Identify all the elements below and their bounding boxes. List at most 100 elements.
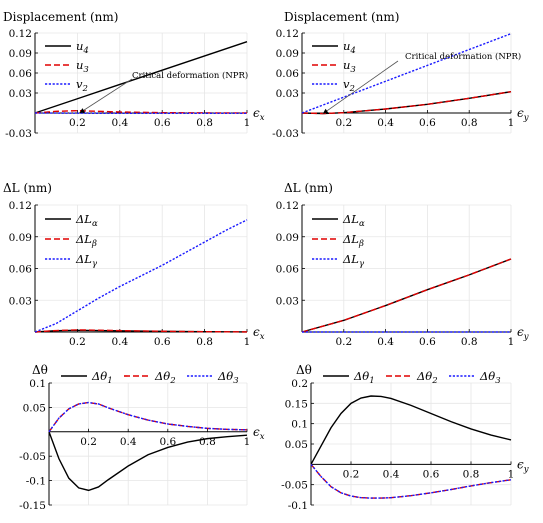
- series-line-ΔLβ: [34, 329, 248, 333]
- x-tick-label: 1: [244, 117, 251, 129]
- y-tick-label: 0.15: [285, 398, 308, 410]
- x-tick-label: 0.6: [154, 117, 171, 129]
- legend-label-Δθ2: Δθ2: [154, 369, 176, 386]
- grid: [302, 204, 512, 332]
- legend-label-Δθ1: Δθ1: [353, 369, 375, 386]
- series-line-Δθ3: [48, 401, 248, 433]
- legend-label-u3: u3: [76, 58, 89, 75]
- series-group: [48, 401, 248, 492]
- legend: u4 u3 v2: [312, 39, 356, 94]
- x-tick-label: 0.8: [463, 468, 480, 480]
- y-tick-label: 0.1: [291, 419, 308, 431]
- annotation-label: Critical deformation (NPR): [132, 70, 248, 81]
- x-tick-label: 0.6: [154, 336, 171, 348]
- legend-label-ΔLγ: ΔLγ: [75, 252, 98, 269]
- x-axis-label: ϵy: [517, 457, 529, 474]
- x-tick-label: 0.8: [196, 117, 213, 129]
- x-tick-label: 0.6: [419, 336, 436, 348]
- x-tick-label: 0.2: [343, 468, 360, 480]
- chart-panel-3: 0.2 0.4 0.6 0.8 1 0.12 0.09 0.06 0.03 ϵx ΔL (nm) ΔL…: [3, 181, 265, 348]
- panel-title: ΔL (nm): [3, 181, 52, 195]
- chart-panel-6: 0.2 0.4 0.6 0.8 1 0.2 0.15 0.1 0.05 -0.05 -0.1 ϵy Δθ…: [281, 363, 529, 512]
- y-tick-label: 0.09: [276, 48, 299, 60]
- series-line-Δθ2: [48, 401, 248, 433]
- legend: ΔLα ΔLβ ΔLγ: [312, 212, 365, 269]
- x-tick-label: 0.2: [69, 117, 86, 129]
- x-tick-label: 0.4: [377, 336, 394, 348]
- legend-label-ΔLα: ΔLα: [342, 212, 365, 229]
- legend-label-ΔLγ: ΔLγ: [342, 252, 365, 269]
- x-tick-label: 1: [244, 336, 251, 348]
- y-tick-label: -0.03: [272, 128, 299, 140]
- x-tick-label: 0.2: [335, 336, 352, 348]
- grid: [49, 382, 248, 506]
- annotation-arrowhead: [79, 108, 86, 113]
- y-tick-label: 0.09: [276, 232, 299, 244]
- legend-label-u3: u3: [343, 58, 356, 75]
- y-tick-label: 0.06: [9, 264, 33, 276]
- y-tick-label: 0.05: [285, 439, 308, 451]
- x-axis-label: ϵx: [253, 106, 265, 123]
- grid: [302, 32, 512, 134]
- x-axis-label: ϵx: [253, 325, 265, 342]
- y-tick-label: 0.06: [276, 264, 300, 276]
- annotation-pointer: [322, 60, 399, 114]
- x-axis-label: ϵx: [253, 425, 265, 442]
- y-tick-label: 0.2: [291, 378, 308, 390]
- panel-title: Displacement (nm): [284, 10, 399, 24]
- y-tick-label: 0.06: [9, 68, 33, 80]
- legend-label-ΔLα: ΔLα: [75, 212, 98, 229]
- x-tick-label: 0.2: [335, 117, 352, 129]
- series-line-Δθ1: [48, 431, 248, 492]
- panel-title: Δθ: [32, 363, 48, 377]
- y-tick-label: 0.03: [9, 295, 32, 307]
- y-tick-label: 0.05: [23, 402, 46, 414]
- y-tick-label: 0.09: [9, 48, 32, 60]
- annotation: Critical deformation (NPR): [79, 70, 248, 114]
- y-tick-label: 0.03: [276, 88, 299, 100]
- y-tick-label: 0.1: [29, 378, 46, 390]
- x-tick-label: 0.2: [80, 436, 97, 448]
- chart-panel-2: 0.2 0.4 0.6 0.8 1 0.12 0.09 0.06 0.03 -0.03 ϵy Disp…: [272, 10, 529, 140]
- y-tick-label: -0.1: [288, 500, 308, 512]
- annotation-arrowhead: [322, 108, 329, 114]
- x-tick-label: 0.8: [196, 336, 213, 348]
- y-tick-label: -0.1: [26, 476, 46, 488]
- legend-label-Δθ1: Δθ1: [91, 369, 113, 386]
- x-tick-label: 0.8: [461, 336, 478, 348]
- y-tick-label: 0.03: [276, 295, 299, 307]
- y-tick-label: -0.15: [19, 500, 46, 512]
- series-group: [301, 258, 512, 333]
- series-line-u4: [34, 41, 248, 114]
- legend-label-Δθ2: Δθ2: [416, 369, 438, 386]
- y-tick-label: 0.12: [9, 200, 32, 212]
- series-line-u3: [34, 109, 248, 114]
- y-tick-label: 0.03: [9, 88, 32, 100]
- y-tick-label: 0.09: [9, 232, 32, 244]
- series-line-ΔLβ: [301, 258, 512, 333]
- annotation-label: Critical deformation (NPR): [405, 51, 521, 62]
- x-tick-label: 0.6: [423, 468, 440, 480]
- y-tick-label: -0.03: [5, 128, 32, 140]
- legend-label-u4: u4: [76, 39, 89, 56]
- grid: [35, 32, 248, 134]
- series-line-Δθ2: [310, 463, 512, 499]
- x-tick-label: 0.4: [120, 436, 137, 448]
- x-tick-label: 0.8: [461, 117, 478, 129]
- legend: Δθ1 Δθ2 Δθ3: [323, 369, 501, 386]
- series-line-ΔLγ: [34, 219, 248, 333]
- chart-panel-4: 0.2 0.4 0.6 0.8 1 0.12 0.09 0.06 0.03 ϵy ΔL (nm) ΔL…: [276, 181, 529, 348]
- y-tick-label: 0.12: [276, 200, 299, 212]
- series-group: [310, 395, 512, 499]
- grid: [35, 204, 248, 332]
- legend-label-Δθ3: Δθ3: [479, 369, 501, 386]
- chart-panel-1: 0.2 0.4 0.6 0.8 1 0.12 0.09 0.06 0.03 -0.03 ϵx Disp…: [3, 10, 265, 140]
- panel-title: Δθ: [296, 363, 312, 377]
- series-line-u3: [301, 90, 512, 115]
- panel-title: Displacement (nm): [3, 10, 118, 24]
- series-line-u4: [301, 90, 512, 115]
- x-axis-label: ϵy: [517, 325, 529, 342]
- x-tick-label: 1: [508, 117, 515, 129]
